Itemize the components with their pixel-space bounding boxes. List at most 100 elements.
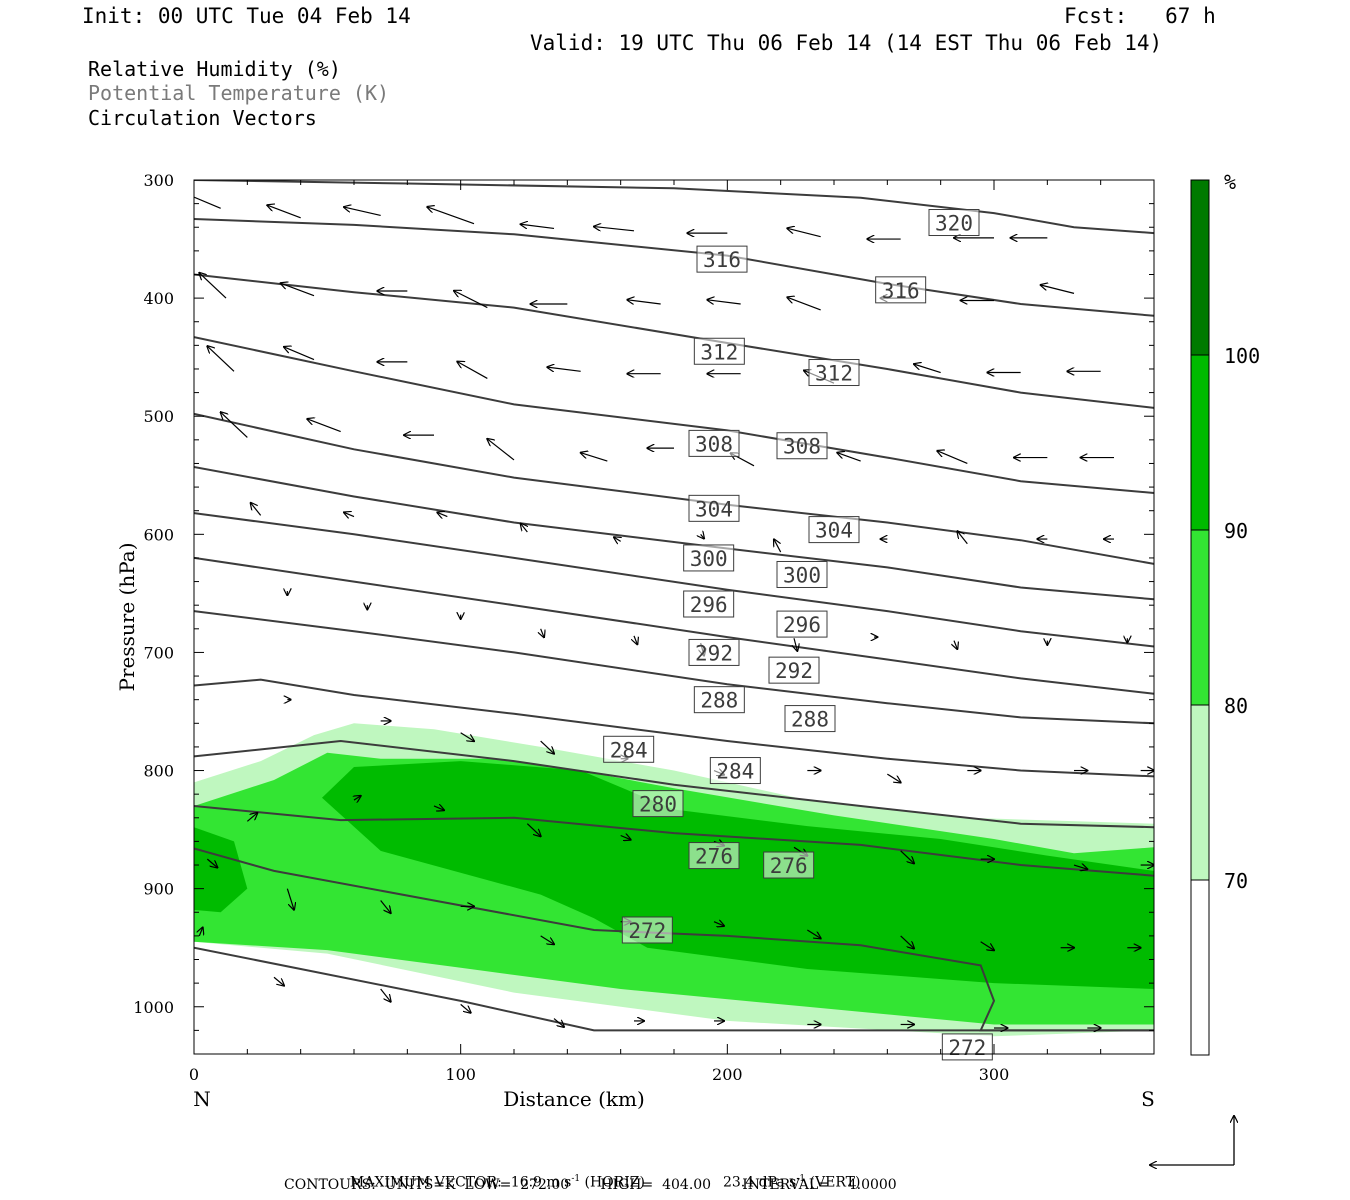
circulation-vector <box>957 531 968 545</box>
y-tick-label: 900 <box>143 880 174 899</box>
contour-label-text: 304 <box>695 497 733 521</box>
contour-label-text: 288 <box>700 689 738 713</box>
y-tick-label: 600 <box>143 525 174 544</box>
circulation-vector <box>900 850 914 864</box>
contour-label-text: 276 <box>695 845 733 869</box>
contour-label-box <box>808 516 860 544</box>
theta-contour-288 <box>194 610 1154 725</box>
contour-label: 292 <box>688 638 740 666</box>
x-end-label-south: S <box>1141 1087 1155 1111</box>
circulation-vector <box>1073 865 1087 869</box>
colorbar-label: 80 <box>1224 694 1248 718</box>
contour-label: 276 <box>763 851 815 879</box>
circulation-vector <box>454 291 488 309</box>
colorbar-segment <box>1191 880 1209 1055</box>
theta-contour-276 <box>194 805 1154 877</box>
contour-label-box <box>709 757 761 785</box>
contour-label-text: 272 <box>628 919 666 943</box>
colorbar: 70 80 90 100% <box>1190 170 1260 1056</box>
legend-theta: Potential Temperature (K) <box>88 81 390 105</box>
circulation-vector <box>807 929 820 938</box>
contour-label: 300 <box>776 560 828 588</box>
contour-label: 320 <box>928 209 980 237</box>
colorbar-label: 70 <box>1224 869 1248 893</box>
contour-label-text: 292 <box>695 641 733 665</box>
contour-label-text: 296 <box>690 593 728 617</box>
contour-label-text: 284 <box>716 760 754 784</box>
circulation-vector <box>701 534 704 538</box>
contour-label: 312 <box>693 337 745 365</box>
circulation-vector <box>380 988 391 1002</box>
circulation-vector <box>541 628 544 637</box>
circulation-vector <box>634 635 637 644</box>
contour-label-box <box>696 245 748 273</box>
theta-contour-292 <box>194 556 1154 695</box>
colorbar-frame <box>1190 179 1210 1056</box>
unit-exp-2: -1 <box>796 1174 806 1184</box>
rh-region-90 <box>194 827 248 913</box>
contour-label-layer: 320 316 316 312 312 308 308 304 304 300 300 296 296 2… <box>603 209 993 1061</box>
circulation-vector <box>547 367 581 371</box>
contour-label-text: 284 <box>610 738 648 762</box>
axis-layer: 300 400 500 600 700 800 900 1000 0 100 200 300 Dista… <box>115 171 1155 1111</box>
contour-label: 312 <box>808 359 860 387</box>
circulation-vector <box>787 228 821 238</box>
theta-contour-284 <box>194 678 1154 778</box>
contour-label-text: 276 <box>770 854 808 878</box>
contour-label-box <box>776 560 828 588</box>
contour-label-box <box>683 590 735 618</box>
colorbar-unit: % <box>1224 170 1236 194</box>
circulation-vector <box>267 205 301 219</box>
x-tick-label: 300 <box>979 1065 1010 1084</box>
max-vector-line: MAXIMUM VECTOR: 16.9 m s-1 (HORIZ) 23.4 d… <box>341 1158 861 1191</box>
circulation-vector <box>457 362 488 379</box>
x-end-label-north: N <box>193 1087 211 1111</box>
contour-label-box <box>768 656 820 684</box>
contour-label: 308 <box>776 432 828 460</box>
theta-contour-296 <box>194 512 1154 648</box>
y-tick-label: 500 <box>143 407 174 426</box>
contour-label: 284 <box>603 735 655 763</box>
contour-label-box <box>683 544 735 572</box>
y-tick-label: 1000 <box>133 998 174 1017</box>
contour-label: 280 <box>632 790 684 818</box>
unit-exp-1: -1 <box>571 1174 581 1184</box>
contour-label: 272 <box>621 916 673 944</box>
contour-label-box <box>693 686 745 714</box>
theta-contour-268 <box>194 946 1154 1032</box>
rh-fill-layer <box>194 723 1154 1037</box>
contour-label: 276 <box>688 842 740 870</box>
contour-label-text: 304 <box>815 519 853 543</box>
circulation-vector <box>774 539 782 553</box>
circulation-vector <box>273 976 284 985</box>
contour-label-box <box>688 842 740 870</box>
circulation-vector <box>620 836 631 840</box>
y-tick-label: 400 <box>143 289 174 308</box>
circulation-vector <box>707 300 741 304</box>
contour-label: 304 <box>688 494 740 522</box>
contour-info: CONTOURS: UNITS=K LOW= 272.00 HIGH= 404.… <box>284 1177 897 1193</box>
circulation-vector <box>246 813 257 822</box>
circulation-vector <box>914 364 941 374</box>
contour-label-box <box>621 916 673 944</box>
contour-label-text: 292 <box>775 659 813 683</box>
contour-label-box <box>688 638 740 666</box>
contour-label-text: 288 <box>791 708 829 732</box>
rh-region-90 <box>322 761 1154 989</box>
circulation-vector <box>614 537 621 541</box>
circulation-vector <box>900 935 914 949</box>
contour-label: 296 <box>683 590 735 618</box>
circulation-vector <box>251 503 262 516</box>
colorbar-segment <box>1191 530 1209 705</box>
max-vector-horiz: (HORIZ) <box>580 1174 645 1191</box>
colorbar-segment <box>1191 355 1209 530</box>
contour-label-box <box>941 1033 993 1061</box>
circulation-vector <box>553 1018 564 1027</box>
valid-time: Valid: 19 UTC Thu 06 Feb 14 (14 EST Thu … <box>530 31 1163 55</box>
contour-label-text: 312 <box>700 340 738 364</box>
contour-label: 296 <box>776 610 828 638</box>
contour-label: 288 <box>784 705 836 733</box>
circulation-vector <box>281 283 315 297</box>
circulation-vector <box>837 453 861 462</box>
